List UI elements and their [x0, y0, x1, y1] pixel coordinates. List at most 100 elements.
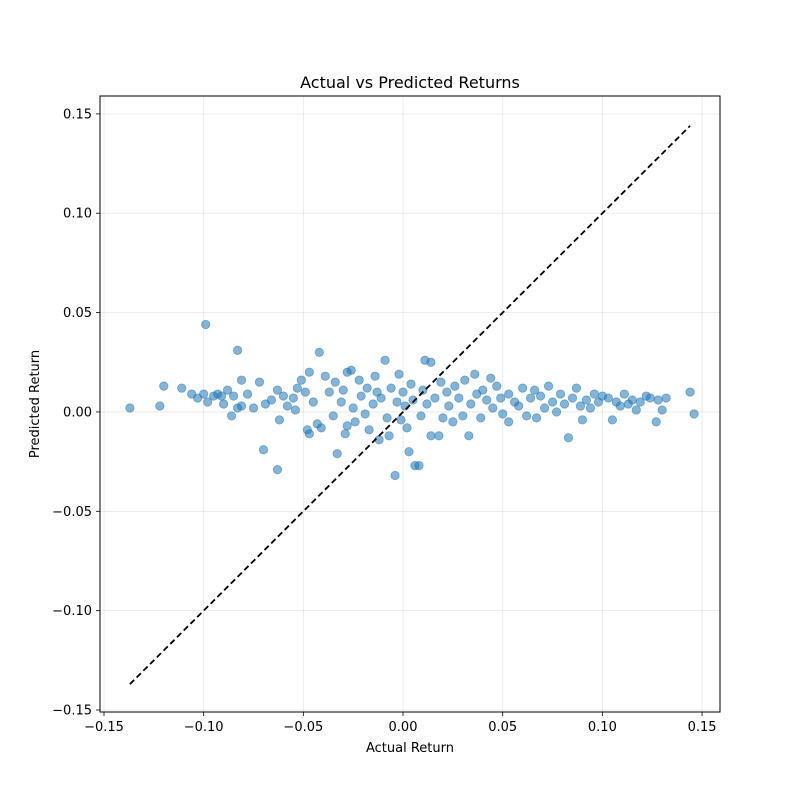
data-point	[348, 403, 358, 413]
data-point	[426, 357, 436, 367]
data-point	[504, 389, 514, 399]
data-point	[603, 393, 613, 403]
y-tick-label: −0.10	[52, 604, 92, 619]
data-point	[607, 415, 617, 425]
data-point	[242, 389, 253, 399]
data-point	[226, 411, 237, 421]
data-point	[236, 401, 247, 411]
data-point	[314, 347, 324, 357]
data-point	[362, 383, 372, 393]
data-point	[539, 403, 550, 413]
data-point	[631, 405, 641, 415]
data-point	[155, 401, 165, 411]
data-point	[498, 409, 508, 419]
data-point	[555, 389, 566, 399]
y-tick-label: 0.00	[63, 405, 92, 420]
data-point	[627, 395, 637, 405]
data-point	[360, 409, 370, 419]
plot-frame	[99, 95, 721, 713]
data-point	[460, 375, 470, 385]
data-point	[518, 383, 528, 393]
data-points	[125, 319, 699, 481]
x-tick-label: 0.00	[389, 720, 418, 735]
data-point	[458, 411, 468, 421]
data-point	[408, 395, 418, 405]
data-point	[222, 385, 233, 395]
data-point	[547, 397, 558, 407]
data-point	[575, 401, 586, 411]
data-point	[486, 373, 496, 383]
data-point	[585, 403, 596, 413]
x-tick-label: 0.10	[588, 720, 617, 735]
data-point	[368, 399, 378, 409]
data-point	[466, 399, 476, 409]
data-point	[290, 405, 300, 415]
chart-title: Actual vs Predicted Returns	[300, 73, 520, 92]
x-tick-label: 0.15	[688, 720, 717, 735]
data-point	[476, 413, 486, 423]
data-point	[398, 387, 408, 397]
axis-ticks: −0.15 −0.10 −0.05 0.00 0.05 0.10 0.15 −0.15 −0.1…	[52, 107, 716, 735]
data-point	[292, 383, 302, 393]
data-point	[336, 397, 346, 407]
data-point	[346, 365, 356, 375]
data-point	[203, 397, 213, 407]
data-point	[376, 393, 386, 403]
data-point	[543, 381, 554, 391]
data-point	[492, 381, 502, 391]
data-point	[689, 409, 699, 419]
data-point	[426, 431, 436, 441]
data-point	[444, 401, 454, 411]
data-point	[464, 431, 474, 441]
data-point	[236, 375, 247, 385]
data-point	[386, 383, 396, 393]
data-point	[392, 397, 402, 407]
data-point	[382, 413, 392, 423]
data-point	[404, 447, 414, 457]
x-tick-label: 0.05	[488, 720, 517, 735]
data-point	[615, 401, 625, 411]
data-point	[354, 375, 364, 385]
data-point	[338, 385, 348, 395]
data-point	[450, 381, 460, 391]
data-point	[177, 383, 187, 393]
data-point	[430, 393, 440, 403]
data-point	[364, 425, 374, 435]
data-point	[324, 387, 334, 397]
data-point	[232, 345, 243, 355]
y-tick-label: 0.05	[63, 306, 92, 321]
data-point	[651, 417, 661, 427]
data-point	[657, 405, 667, 415]
data-point	[300, 387, 310, 397]
data-point	[551, 407, 562, 417]
data-point	[434, 431, 444, 441]
x-tick-label: −0.10	[184, 720, 224, 735]
data-point	[272, 385, 283, 395]
data-point	[380, 355, 390, 365]
data-point	[304, 429, 314, 439]
grid	[100, 96, 720, 712]
data-point	[201, 319, 211, 330]
data-point	[522, 411, 532, 421]
data-point	[567, 393, 578, 403]
data-point	[442, 387, 452, 397]
data-point	[563, 433, 574, 443]
data-point	[482, 395, 492, 405]
data-point	[320, 371, 330, 381]
data-point	[159, 381, 169, 391]
data-point	[653, 395, 663, 405]
y-tick-label: 0.10	[63, 207, 92, 222]
data-point	[254, 377, 265, 387]
data-point	[390, 470, 400, 481]
y-tick-label: −0.05	[52, 505, 92, 520]
data-point	[304, 367, 314, 377]
x-axis-label: Actual Return	[366, 741, 454, 756]
data-point	[448, 417, 458, 427]
data-point	[384, 431, 394, 441]
data-point	[316, 423, 326, 433]
data-point	[416, 411, 426, 421]
data-point	[470, 369, 480, 379]
reference-line	[129, 125, 691, 685]
data-point	[219, 399, 229, 409]
data-point	[526, 393, 536, 403]
